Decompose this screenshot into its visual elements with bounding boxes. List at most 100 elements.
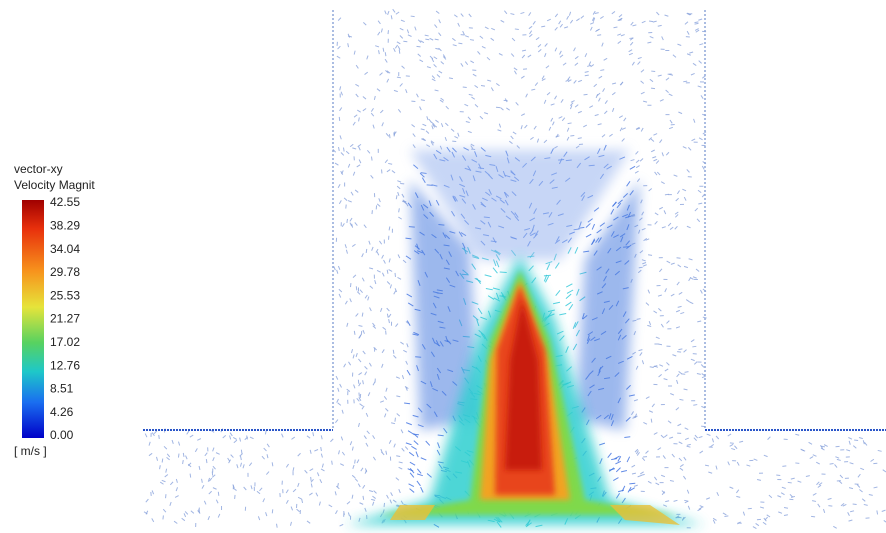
vector xyxy=(706,498,710,500)
vector xyxy=(589,106,592,108)
vector xyxy=(403,41,407,42)
vector xyxy=(266,472,269,475)
vector xyxy=(521,125,522,129)
vector xyxy=(556,290,560,295)
vector xyxy=(646,397,650,399)
vector xyxy=(362,253,364,257)
vector xyxy=(360,404,363,406)
vector xyxy=(701,95,703,98)
vector xyxy=(717,492,719,496)
vector xyxy=(594,84,597,87)
vector xyxy=(356,353,357,357)
vector xyxy=(562,118,565,121)
vector xyxy=(568,123,572,124)
vector xyxy=(411,16,415,17)
vector xyxy=(403,260,406,263)
vector xyxy=(574,48,576,52)
vector xyxy=(145,434,147,438)
vector xyxy=(401,501,403,504)
vector xyxy=(546,262,553,264)
vector xyxy=(352,447,353,451)
vector xyxy=(363,380,364,384)
vector xyxy=(465,36,469,37)
vector xyxy=(398,254,400,258)
colorbar xyxy=(22,200,44,438)
vector xyxy=(160,465,161,469)
vector xyxy=(321,469,324,471)
vector xyxy=(878,450,882,451)
vector xyxy=(478,308,482,314)
vector xyxy=(421,458,427,460)
vector xyxy=(461,14,464,17)
vector xyxy=(354,51,355,55)
vector xyxy=(414,441,418,445)
vector xyxy=(330,439,333,442)
vector xyxy=(266,512,267,516)
vector xyxy=(416,452,418,458)
vector xyxy=(662,227,666,228)
vector xyxy=(339,294,341,298)
vector xyxy=(567,290,573,293)
vector xyxy=(390,284,391,288)
vector xyxy=(377,204,380,207)
vector xyxy=(604,111,607,114)
vector xyxy=(843,504,847,506)
vector xyxy=(263,498,265,502)
vector xyxy=(398,192,399,196)
vector xyxy=(698,203,702,204)
vector xyxy=(812,501,816,502)
vector xyxy=(533,21,535,24)
vector xyxy=(813,493,816,495)
vector xyxy=(551,118,553,122)
vector xyxy=(293,467,294,471)
vector xyxy=(542,76,544,79)
vector xyxy=(347,323,348,327)
vector xyxy=(648,481,651,483)
vector xyxy=(363,485,365,488)
vector xyxy=(698,86,702,87)
vector xyxy=(231,455,234,458)
vector xyxy=(624,437,630,438)
vector xyxy=(684,197,686,201)
vector xyxy=(355,190,358,193)
vector xyxy=(849,488,853,489)
vector xyxy=(251,485,252,489)
vector xyxy=(371,108,373,111)
vector xyxy=(362,278,364,282)
vector xyxy=(343,148,344,152)
vector xyxy=(204,501,206,505)
vector xyxy=(677,44,681,45)
vector xyxy=(578,138,582,139)
vector xyxy=(553,302,560,303)
vector xyxy=(439,19,441,23)
vector xyxy=(526,94,528,98)
vector xyxy=(627,181,630,186)
vector xyxy=(218,514,220,518)
vector xyxy=(176,487,177,491)
vector xyxy=(622,498,625,503)
vector xyxy=(544,100,546,104)
vector xyxy=(642,228,646,230)
vector xyxy=(397,181,401,182)
vector xyxy=(678,349,682,350)
vector xyxy=(475,104,478,107)
vector xyxy=(371,113,374,116)
vector xyxy=(688,506,689,510)
vector xyxy=(768,437,771,440)
vector xyxy=(185,511,188,514)
vector xyxy=(387,495,389,499)
vector xyxy=(363,109,366,111)
vector xyxy=(391,423,395,424)
vector xyxy=(402,448,405,451)
vector xyxy=(653,311,656,313)
vector xyxy=(190,474,191,478)
vector xyxy=(329,505,332,507)
vector xyxy=(664,210,666,214)
vector xyxy=(778,512,782,513)
vector xyxy=(668,421,671,423)
vector xyxy=(609,134,612,136)
vector xyxy=(696,269,699,272)
vector xyxy=(612,108,613,112)
vector xyxy=(494,259,496,266)
vector xyxy=(471,146,473,149)
